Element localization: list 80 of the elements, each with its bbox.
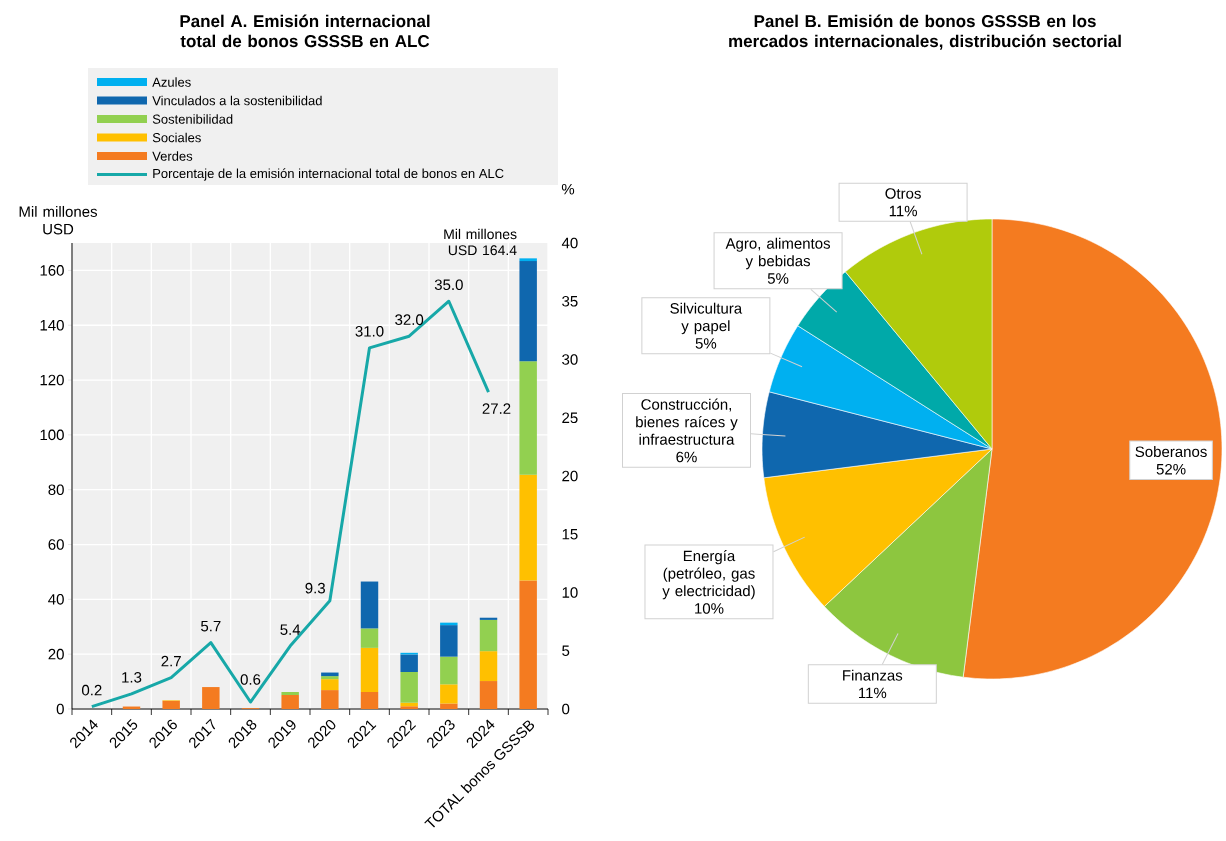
bar	[321, 690, 339, 709]
bar	[360, 647, 379, 693]
data-label: 35.0	[434, 279, 463, 291]
bar	[440, 625, 458, 657]
bar	[519, 261, 537, 362]
y-tick-label: 0	[56, 703, 64, 715]
data-label: 31.0	[355, 326, 384, 337]
legend-label: Verdes	[152, 151, 193, 161]
y2-tick-label: 15	[562, 529, 578, 540]
bar	[360, 628, 379, 648]
slice-label: Soberanos	[1135, 446, 1207, 458]
bar	[400, 671, 418, 703]
bar	[360, 692, 379, 709]
data-label: 1.3	[122, 672, 142, 683]
bar	[281, 695, 299, 709]
bar	[440, 703, 458, 709]
data-label: 10%	[695, 603, 724, 614]
bar	[479, 619, 498, 652]
y2-tick-label: 30	[562, 354, 578, 365]
bar	[202, 687, 220, 709]
bar	[281, 692, 299, 696]
y2-tick-label: 10	[562, 587, 578, 598]
data-label: 27.2	[482, 403, 511, 414]
y2-tick-label: 40	[561, 237, 578, 249]
bar	[519, 580, 537, 709]
bar	[162, 700, 180, 709]
data-label: 5.4	[280, 624, 301, 635]
data-label: 11%	[859, 687, 887, 699]
slice-label: Agro, alimentos y bebidas	[725, 237, 831, 270]
data-label: 5%	[767, 273, 789, 284]
bar	[519, 258, 537, 262]
y2-tick-label: 5	[562, 645, 570, 656]
legend-label: Sociales	[152, 132, 201, 143]
y-tick-label: 20	[48, 648, 64, 660]
y-tick-label: 100	[40, 429, 64, 441]
slice-label: Otros	[885, 188, 921, 199]
y-tick-label: 60	[48, 539, 64, 550]
data-label: 5%	[695, 338, 717, 349]
legend-label: Azules	[152, 77, 191, 87]
y-axis-title: Mil millones USD	[19, 205, 98, 235]
bar	[400, 654, 418, 672]
slice-label: Energía (petróleo, gas y electricidad)	[662, 550, 755, 600]
y2-tick-label: 25	[562, 412, 578, 424]
data-label: 5.7	[201, 620, 221, 632]
legend-label: Vinculados a la sostenibilidad	[152, 95, 322, 106]
y-tick-label: 120	[40, 374, 64, 386]
data-label: 9.3	[305, 582, 325, 594]
data-label: 2.7	[161, 655, 181, 667]
data-label: 0.6	[240, 674, 261, 685]
bar	[400, 706, 418, 709]
legend-label: Sostenibilidad	[152, 114, 233, 124]
annotation: Mil millones USD 164.4	[444, 228, 517, 256]
bar	[440, 656, 458, 685]
bar	[360, 581, 379, 629]
data-label: 52%	[1156, 463, 1186, 475]
data-label: 32.0	[395, 314, 424, 325]
chart-title: Panel B. Emisión de bonos GSSSB en los mercados internacionales, distribución sectorial	[729, 14, 1121, 50]
slice-label: Construcción, bienes raíces y infraestructura	[636, 398, 738, 445]
y-tick-label: 140	[40, 319, 64, 331]
bar	[479, 681, 498, 709]
chart-title: Panel A. Emisión internacional total de bonos GSSSB en ALC	[180, 14, 430, 48]
data-label: 11%	[889, 205, 917, 217]
legend-label: Porcentaje de la emisión internacional total de bonos en ALC	[153, 168, 504, 181]
bar	[519, 474, 537, 581]
bar	[519, 361, 537, 475]
bar	[440, 684, 458, 704]
y2-tick-label: 35	[562, 295, 578, 307]
bar	[321, 676, 339, 680]
bar	[479, 651, 498, 682]
y-tick-label: 80	[48, 484, 64, 496]
data-label: 6%	[676, 451, 697, 463]
y-tick-label: 40	[48, 594, 64, 605]
y2-axis-title: %	[561, 183, 575, 195]
y2-tick-label: 20	[562, 470, 578, 482]
slice-label: Finanzas	[843, 669, 903, 681]
slice-label: Silvicultura y papel	[670, 302, 743, 335]
bar	[321, 679, 339, 691]
y-tick-label: 160	[40, 265, 64, 276]
y2-tick-label: 0	[562, 703, 570, 715]
data-label: 0.2	[81, 684, 102, 696]
